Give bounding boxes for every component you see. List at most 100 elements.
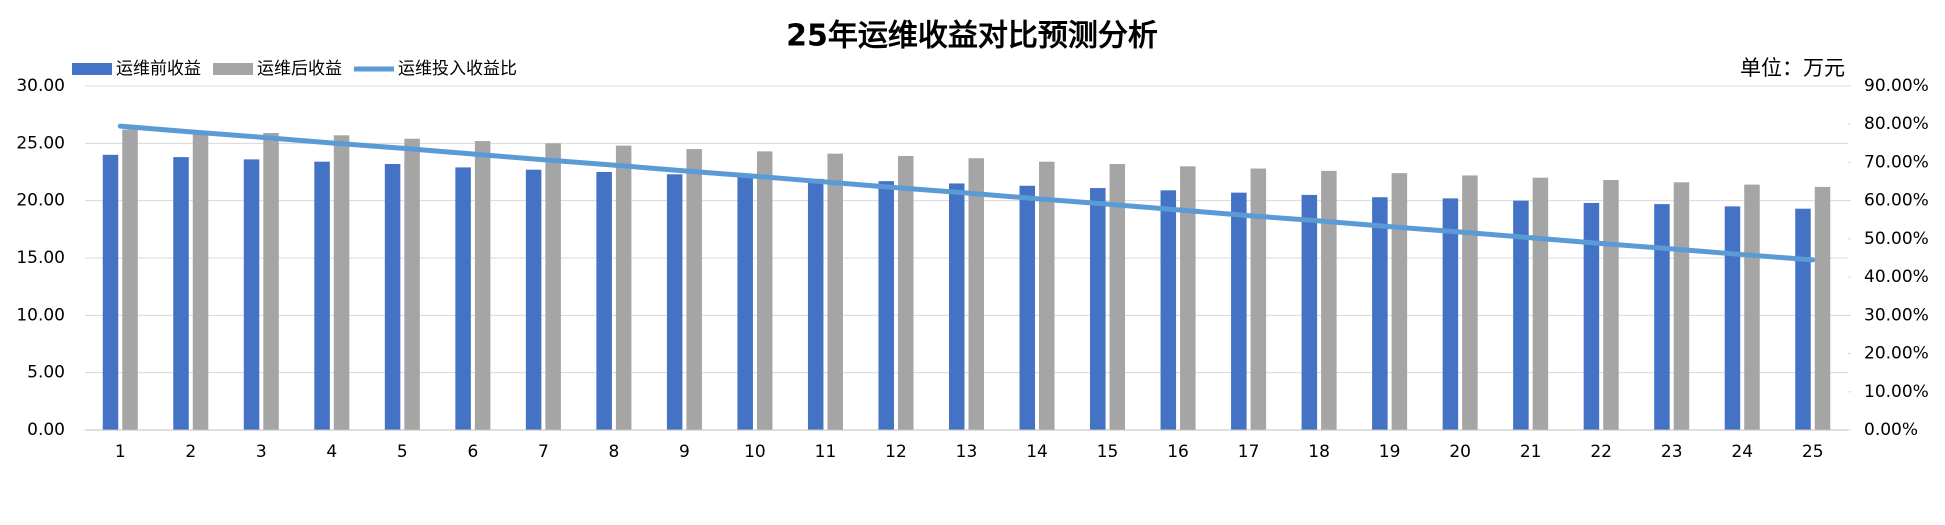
y-tick-label: 25.00 xyxy=(16,133,65,153)
bar xyxy=(1513,200,1529,430)
chart-title: 25年运维收益对比预测分析 xyxy=(786,19,1158,54)
y-tick-label: 30.00 xyxy=(16,76,65,96)
x-tick-label: 15 xyxy=(1097,442,1119,462)
bar xyxy=(615,145,632,431)
bar xyxy=(314,161,330,430)
x-tick-label: 20 xyxy=(1449,442,1471,462)
legend-label: 运维后收益 xyxy=(257,59,342,79)
x-tick-label: 17 xyxy=(1238,442,1260,462)
legend-swatch xyxy=(213,63,253,75)
bar xyxy=(1039,161,1055,430)
bar xyxy=(1603,180,1619,430)
x-tick-label: 10 xyxy=(744,442,766,462)
x-tick-label: 18 xyxy=(1308,442,1330,462)
x-tick-label: 1 xyxy=(115,442,126,462)
bar xyxy=(1019,185,1036,430)
bar xyxy=(545,143,561,431)
bar xyxy=(737,176,753,430)
x-tick-label: 5 xyxy=(397,442,408,462)
bar xyxy=(173,157,189,431)
bar xyxy=(756,151,773,431)
x-tick-label: 21 xyxy=(1520,442,1542,462)
legend-label: 运维前收益 xyxy=(116,59,201,79)
x-tick-label: 12 xyxy=(885,442,907,462)
bar xyxy=(1462,175,1478,430)
y2-tick-label: 60.00% xyxy=(1864,191,1929,211)
bar xyxy=(1724,206,1741,430)
bar xyxy=(827,153,843,431)
bar xyxy=(807,178,824,430)
bar xyxy=(1321,170,1337,430)
bar xyxy=(897,155,914,431)
bar xyxy=(263,133,279,430)
bar xyxy=(243,159,260,431)
x-tick-label: 8 xyxy=(608,442,619,462)
y2-tick-label: 40.00% xyxy=(1864,267,1929,287)
bar xyxy=(1109,163,1126,430)
x-tick-label: 14 xyxy=(1026,442,1048,462)
y2-tick-label: 80.00% xyxy=(1864,114,1929,134)
bar xyxy=(1391,173,1408,430)
unit-label: 单位：万元 xyxy=(1740,56,1845,80)
y2-tick-label: 90.00% xyxy=(1864,76,1929,96)
x-tick-label: 6 xyxy=(467,442,478,462)
bar xyxy=(666,174,683,430)
x-tick-label: 22 xyxy=(1590,442,1612,462)
x-tick-label: 9 xyxy=(679,442,690,462)
line xyxy=(117,123,1816,263)
y-tick-label: 15.00 xyxy=(16,248,65,268)
bar xyxy=(596,172,612,430)
bar xyxy=(1814,186,1831,430)
bar xyxy=(1532,177,1549,430)
bar xyxy=(525,169,542,430)
y2-tick-label: 20.00% xyxy=(1864,344,1929,364)
x-tick-label: 23 xyxy=(1661,442,1683,462)
bar xyxy=(455,167,471,430)
bar xyxy=(404,138,420,430)
legend-label: 运维投入收益比 xyxy=(398,59,517,79)
bar xyxy=(878,181,894,430)
bar xyxy=(384,163,401,430)
bar xyxy=(192,131,209,430)
bar xyxy=(1744,184,1760,430)
bar xyxy=(1795,208,1811,430)
x-tick-label: 2 xyxy=(185,442,196,462)
bar xyxy=(968,158,985,431)
bar xyxy=(474,141,491,431)
x-tick-label: 4 xyxy=(326,442,337,462)
bar xyxy=(1583,202,1600,430)
bar xyxy=(686,149,702,431)
x-tick-label: 16 xyxy=(1167,442,1189,462)
y-tick-label: 0.00 xyxy=(27,420,65,440)
x-tick-label: 3 xyxy=(256,442,267,462)
x-tick-label: 25 xyxy=(1802,442,1824,462)
bar xyxy=(102,154,119,431)
y2-tick-label: 30.00% xyxy=(1864,305,1929,325)
bar xyxy=(1090,188,1106,430)
bar xyxy=(948,183,965,430)
y-tick-label: 5.00 xyxy=(27,363,65,383)
bar xyxy=(1301,194,1318,430)
bar xyxy=(1231,192,1247,430)
y2-tick-label: 50.00% xyxy=(1864,229,1929,249)
x-tick-label: 24 xyxy=(1731,442,1753,462)
bar xyxy=(1250,168,1267,430)
y-tick-label: 20.00 xyxy=(16,191,65,211)
x-tick-label: 13 xyxy=(956,442,978,462)
bar xyxy=(1160,190,1177,430)
x-tick-label: 11 xyxy=(815,442,837,462)
x-tick-label: 19 xyxy=(1379,442,1401,462)
legend-swatch xyxy=(72,63,112,75)
bar xyxy=(1673,182,1690,430)
bar xyxy=(1654,204,1670,430)
y2-tick-label: 10.00% xyxy=(1864,382,1929,402)
bar xyxy=(333,135,350,430)
x-tick-label: 7 xyxy=(538,442,549,462)
bar xyxy=(1442,198,1459,430)
y2-tick-label: 70.00% xyxy=(1864,152,1929,172)
y-tick-label: 10.00 xyxy=(16,305,65,325)
y2-tick-label: 0.00% xyxy=(1864,420,1918,440)
bar xyxy=(1372,197,1388,430)
